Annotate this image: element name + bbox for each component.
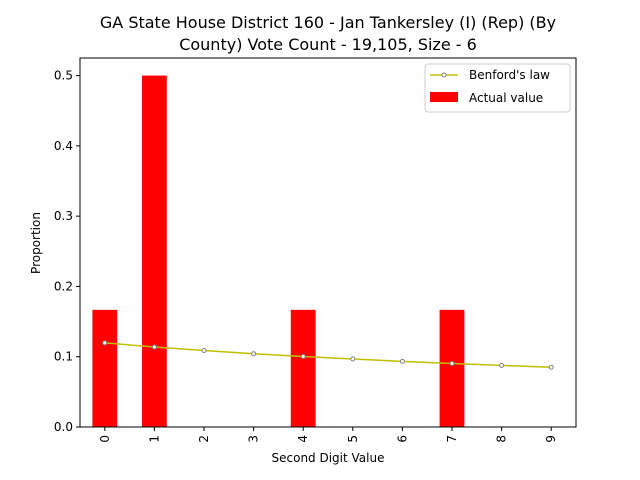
legend-line-marker <box>441 72 447 78</box>
x-tick-label: 4 <box>296 435 310 443</box>
benford-point-1 <box>151 344 157 350</box>
benford-line-path <box>104 342 552 369</box>
bars <box>92 75 465 428</box>
benford-point-6 <box>399 358 405 364</box>
x-axis: 0 1 2 3 4 5 6 7 8 9 <box>98 427 558 443</box>
x-tick-label: 1 <box>147 435 161 443</box>
chart-title-line-2: County) Vote Count - 19,105, Size - 6 <box>179 35 477 54</box>
y-axis-label: Proportion <box>29 212 43 274</box>
benford-point-2 <box>201 348 207 354</box>
legend: Benford's law Actual value <box>424 63 571 113</box>
benford-point-7 <box>449 360 455 366</box>
x-tick-label: 0 <box>98 435 112 443</box>
y-axis: 0.0 0.1 0.2 0.3 0.4 0.5 <box>54 69 80 434</box>
bar-digit-1 <box>142 75 167 428</box>
y-tick-label: 0.5 <box>54 69 73 83</box>
legend-label-benford: Benford's law <box>469 68 550 82</box>
x-tick-label: 7 <box>445 435 459 443</box>
benford-point-4 <box>300 354 306 360</box>
y-tick-label: 0.1 <box>54 350 73 364</box>
chart-title-line-1: GA State House District 160 - Jan Tanker… <box>100 13 556 32</box>
x-tick-label: 9 <box>544 435 558 443</box>
x-tick-label: 8 <box>495 435 509 443</box>
y-tick-label: 0.0 <box>54 420 73 434</box>
benford-point-9 <box>548 364 554 370</box>
plot-frame <box>79 57 577 428</box>
x-tick-label: 2 <box>197 435 211 443</box>
x-axis-label: Second Digit Value <box>272 451 385 465</box>
y-tick-label: 0.2 <box>54 279 73 293</box>
bar-digit-0 <box>92 309 118 427</box>
x-tick-label: 3 <box>247 435 261 443</box>
benford-point-8 <box>499 362 505 368</box>
bar-digit-4 <box>290 309 316 427</box>
benford-point-5 <box>350 356 356 362</box>
x-tick-label: 6 <box>395 435 409 443</box>
y-tick-label: 0.3 <box>54 209 73 223</box>
bar-digit-7 <box>439 309 465 427</box>
y-tick-label: 0.4 <box>54 139 73 153</box>
benford-point-0 <box>102 340 108 346</box>
x-tick-label: 5 <box>346 435 360 443</box>
benford-point-3 <box>251 351 257 357</box>
legend-box <box>424 63 571 113</box>
legend-bar-swatch <box>430 92 458 102</box>
benford-line <box>102 340 554 370</box>
legend-label-actual: Actual value <box>469 91 543 105</box>
